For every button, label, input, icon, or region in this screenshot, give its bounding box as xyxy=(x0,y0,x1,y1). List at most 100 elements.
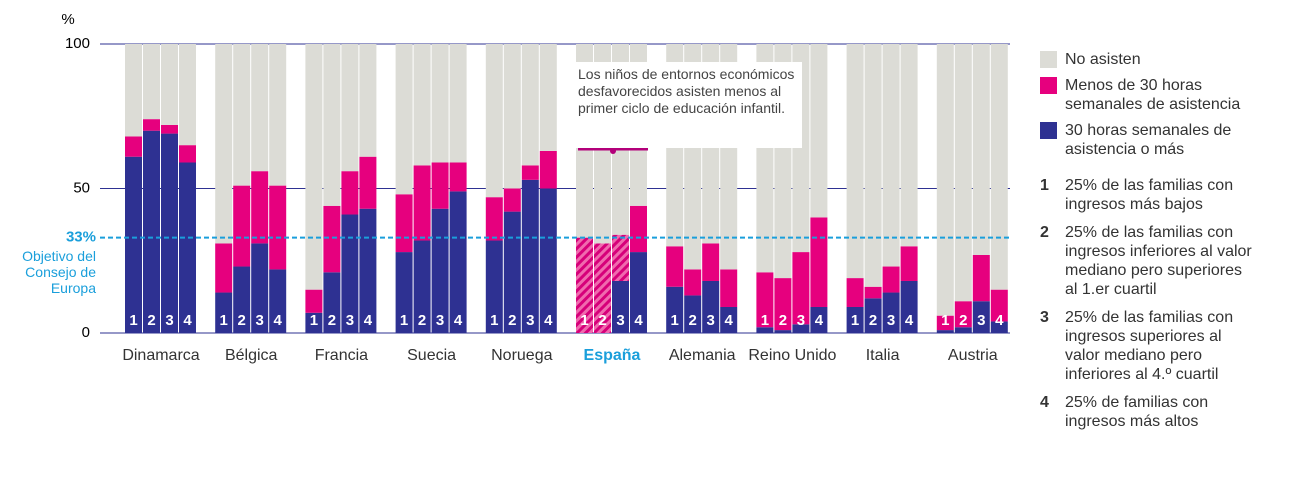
bar-group-label: 1 xyxy=(310,312,318,329)
bar-group-label: 2 xyxy=(328,312,336,329)
bar-segment xyxy=(684,295,702,333)
bar-segment xyxy=(413,165,431,241)
bar-segment xyxy=(774,278,792,331)
bar-group-label: 3 xyxy=(977,312,985,329)
bar-segment xyxy=(215,44,233,244)
legend-spacer xyxy=(1040,166,1290,176)
x-tick-label: Francia xyxy=(314,347,369,364)
bar-group-label: 2 xyxy=(959,312,967,329)
bar-segment xyxy=(161,133,178,333)
note-text: 25% de las familias con ingresos más baj… xyxy=(1065,177,1234,213)
bar-segment xyxy=(269,44,287,186)
bar-group-label: 3 xyxy=(797,312,805,329)
bar-group-label: 3 xyxy=(436,312,444,329)
note: 4 25% de familias con ingresos más altos xyxy=(1040,393,1255,431)
bar-group-label: 1 xyxy=(400,312,408,329)
bar-segment xyxy=(413,44,431,166)
bar-segment xyxy=(521,179,539,333)
bar-group-label: 1 xyxy=(671,312,679,329)
bar-segment xyxy=(485,197,503,241)
bar-group-label: 4 xyxy=(815,312,824,329)
bar-segment xyxy=(882,266,900,293)
bar-segment xyxy=(792,324,810,333)
bar-segment xyxy=(233,266,251,333)
x-tick-label: Suecia xyxy=(407,347,457,364)
bar-segment xyxy=(900,280,918,333)
bar-segment xyxy=(233,44,251,186)
bar-segment xyxy=(846,278,864,307)
bar-segment xyxy=(521,44,539,166)
legend: No asisten Menos de 30 horas semanales de… xyxy=(1040,50,1290,440)
bar-segment xyxy=(720,306,738,333)
bar-segment xyxy=(521,165,539,180)
y-tick-label: 0 xyxy=(82,324,90,341)
bar-segment xyxy=(251,243,269,333)
bar-segment xyxy=(990,321,1008,333)
bar-group-label: 3 xyxy=(887,312,895,329)
x-tick-label: Dinamarca xyxy=(122,347,200,364)
bar-group-label: 1 xyxy=(129,312,137,329)
bar-group-label: 3 xyxy=(165,312,173,329)
bar-segment xyxy=(233,185,251,267)
bar-segment xyxy=(990,289,1008,322)
bar-group-label: 4 xyxy=(725,312,734,329)
bar-segment xyxy=(359,208,377,333)
bar-segment xyxy=(431,44,449,163)
bar-segment xyxy=(954,44,972,302)
bar-segment xyxy=(395,194,413,253)
x-tick-label: Alemania xyxy=(668,347,736,364)
bar-segment xyxy=(810,44,828,218)
bar-segment xyxy=(612,280,629,333)
bar-segment xyxy=(395,44,413,195)
bar-group-label: 2 xyxy=(869,312,877,329)
bar-segment xyxy=(305,289,323,313)
bar-segment xyxy=(954,301,972,328)
bar-segment xyxy=(539,150,557,189)
bar-segment xyxy=(323,205,341,273)
bar-segment xyxy=(431,208,449,333)
y-tick-label: 100 xyxy=(65,35,90,52)
bar-group-label: 1 xyxy=(490,312,498,329)
bar-segment xyxy=(449,162,467,192)
legend-label: No asisten xyxy=(1065,51,1141,68)
bar-segment xyxy=(305,44,323,290)
bar-segment xyxy=(936,315,954,331)
annotation-box xyxy=(570,62,802,148)
bar-group-label: 1 xyxy=(220,312,228,329)
bar-segment xyxy=(594,243,611,333)
bar-segment xyxy=(341,214,359,333)
bar-segment xyxy=(936,44,954,316)
bar-segment xyxy=(449,191,467,333)
bar-segment xyxy=(539,188,557,333)
x-tick-label: Italia xyxy=(865,347,900,364)
bar-segment xyxy=(215,292,233,333)
legend-swatch xyxy=(1040,77,1057,94)
bar-group-label: 1 xyxy=(761,312,769,329)
legend-label: 30 horas semanales de asistencia o más xyxy=(1065,122,1232,158)
bar-segment xyxy=(666,286,684,333)
legend-label: Menos de 30 horas semanales de asistenci… xyxy=(1065,77,1241,113)
x-tick-label: Noruega xyxy=(491,347,553,364)
bar-segment xyxy=(143,119,160,131)
bar-segment xyxy=(954,327,972,333)
target-label: 33% xyxy=(66,229,96,246)
bar-segment xyxy=(900,246,918,281)
y-tick-label: 50 xyxy=(73,179,90,196)
bar-group-label: 4 xyxy=(274,312,283,329)
bar-segment xyxy=(539,44,557,151)
bar-group-label: 3 xyxy=(256,312,264,329)
bar-segment xyxy=(756,272,774,328)
bar-group-label: 2 xyxy=(238,312,246,329)
bar-segment xyxy=(846,44,864,279)
note: 3 25% de las familias con ingresos superi… xyxy=(1040,308,1255,384)
bar-segment xyxy=(431,162,449,209)
legend-item: 30 horas semanales de asistencia o más xyxy=(1040,121,1250,159)
bar-segment xyxy=(864,44,882,287)
legend-item: No asisten xyxy=(1040,50,1250,69)
bar-segment xyxy=(161,124,178,134)
bar-segment xyxy=(810,306,828,333)
note-number: 2 xyxy=(1040,224,1049,241)
legend-item: Menos de 30 horas semanales de asistenci… xyxy=(1040,76,1250,114)
bar-group-label: 2 xyxy=(598,312,606,329)
